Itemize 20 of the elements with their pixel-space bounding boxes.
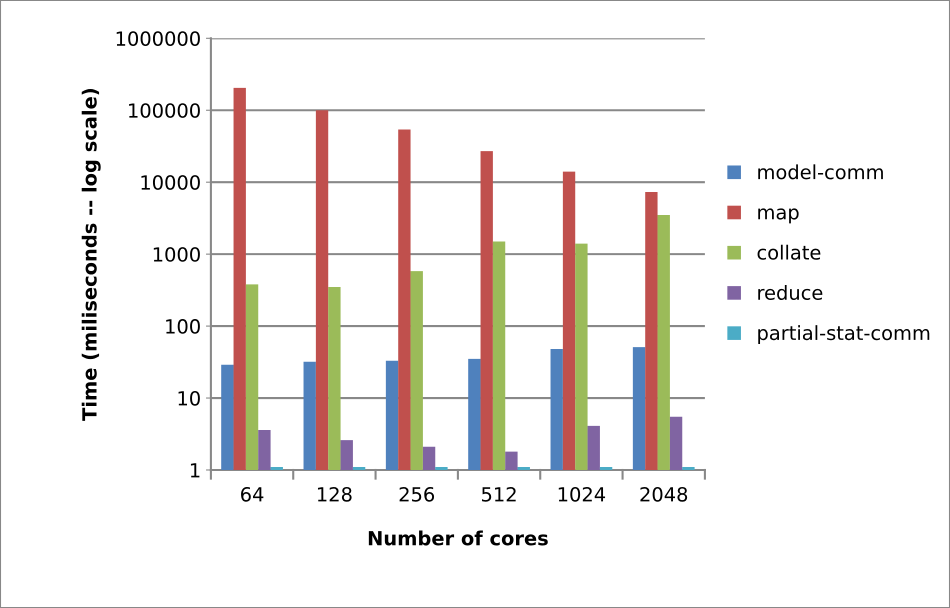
x-tick-label: 512 xyxy=(482,486,516,502)
x-tick-label: 2048 xyxy=(640,486,688,502)
y-tick-label: 100000 xyxy=(129,103,200,118)
y-tick-label: 10 xyxy=(178,390,200,406)
y-tick-label: 1 xyxy=(190,463,200,478)
x-tick-label: 256 xyxy=(400,486,434,502)
x-tick-label: 1024 xyxy=(558,486,606,502)
legend-label: partial-stat-comm xyxy=(758,325,930,344)
y-tick-label: 1000 xyxy=(154,247,200,262)
y-tick-label: 1000000 xyxy=(116,31,200,46)
x-tick-label: 128 xyxy=(318,486,352,502)
y-tick-label: 100 xyxy=(166,319,200,334)
legend-label: map xyxy=(758,208,799,224)
legend-label: reduce xyxy=(758,284,822,300)
x-tick-label: 64 xyxy=(241,486,264,502)
y-axis-title: Time (miliseconds -- log scale) xyxy=(82,89,101,421)
legend-label: model-comm xyxy=(758,164,883,180)
x-axis-title: Number of cores xyxy=(368,530,548,546)
y-tick-label: 10000 xyxy=(141,175,200,190)
legend-label: collate xyxy=(758,244,820,260)
